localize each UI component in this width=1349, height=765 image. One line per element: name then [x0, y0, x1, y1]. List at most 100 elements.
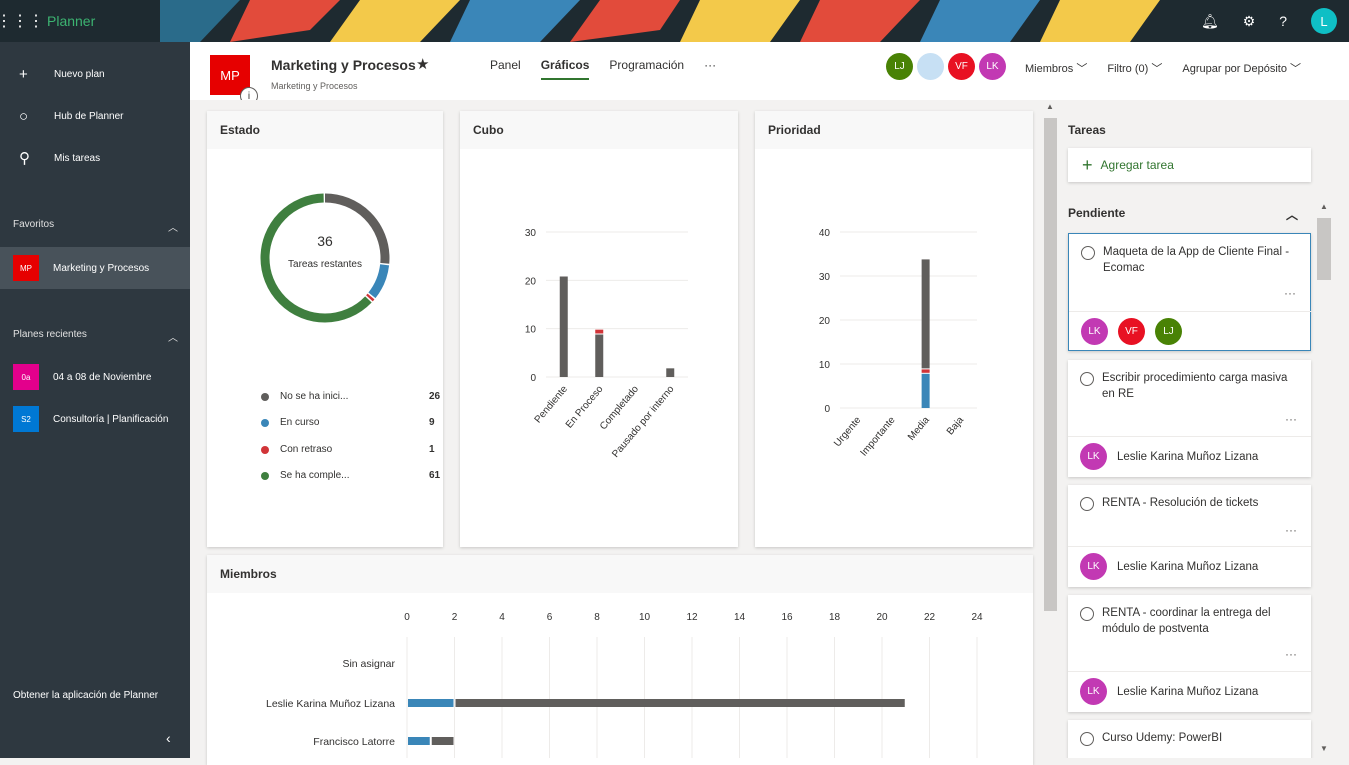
sidebar-plan-favorite[interactable]: MP Marketing y Procesos: [0, 247, 190, 289]
sidebar-plan-recent[interactable]: 0a 04 a 08 de Noviembre: [0, 356, 190, 398]
star-icon[interactable]: ★: [416, 56, 430, 73]
sidebar-item-new-plan[interactable]: + Nuevo plan: [0, 53, 190, 95]
legend-value: 26: [429, 391, 441, 402]
dropdown-label: Miembros: [1025, 63, 1074, 75]
avatar[interactable]: LJ: [1155, 318, 1182, 345]
more-options-icon[interactable]: ···: [1285, 412, 1297, 426]
plan-label: 04 a 08 de Noviembre: [53, 371, 152, 383]
plus-icon: +: [19, 65, 28, 83]
x-tick-label: 4: [499, 612, 505, 623]
pending-header[interactable]: Pendiente ︿: [1068, 206, 1298, 223]
x-tick-label: 16: [781, 612, 793, 623]
user-avatar[interactable]: L: [1310, 8, 1337, 34]
bell-icon[interactable]: 🔔︎: [1200, 12, 1219, 29]
members-dropdown[interactable]: Miembros ﹀: [1025, 60, 1087, 76]
task-footer: LK Leslie Karina Muñoz Lizana: [1068, 671, 1311, 711]
more-options-icon[interactable]: ···: [1285, 523, 1297, 537]
more-options-icon[interactable]: ···: [1284, 286, 1296, 300]
add-task-button[interactable]: + Agregar tarea: [1068, 148, 1311, 182]
complete-checkbox[interactable]: [1080, 732, 1094, 746]
help-icon[interactable]: ?: [1279, 13, 1288, 29]
avatar[interactable]: VF: [948, 53, 975, 80]
task-pane: Tareas + Agregar tarea Pendiente ︿ Maque…: [1058, 100, 1349, 758]
group-by-dropdown[interactable]: Agrupar por Depósito ﹀: [1182, 60, 1301, 76]
favorites-header[interactable]: Favoritos ︿: [13, 219, 178, 234]
x-tick-label: 8: [594, 612, 600, 623]
more-tabs-icon[interactable]: ···: [704, 58, 717, 72]
sidebar-item-hub[interactable]: ○ Hub de Planner: [0, 95, 190, 137]
assignee-name: Leslie Karina Muñoz Lizana: [1117, 560, 1259, 573]
sidebar: + Nuevo plan ○ Hub de Planner ⚲ Mis tare…: [0, 42, 190, 758]
tab-panel[interactable]: Panel: [490, 58, 521, 72]
task-card[interactable]: RENTA - Resolución de tickets ··· LK Les…: [1068, 485, 1311, 587]
legend-dot: [261, 445, 269, 454]
task-pane-scrollbar[interactable]: ▲ ▼: [1316, 200, 1332, 758]
scrollbar-thumb[interactable]: [1044, 118, 1057, 611]
plan-subtitle[interactable]: Marketing y Procesos: [271, 81, 358, 91]
scroll-up-icon[interactable]: ▲: [1320, 202, 1328, 211]
legend-item: No se ha inici... 26: [261, 391, 440, 402]
task-footer: LK Leslie Karina Muñoz Lizana: [1068, 436, 1311, 476]
y-tick-label: Sin asignar: [342, 658, 395, 670]
main-scrollbar[interactable]: ▲: [1043, 100, 1058, 758]
avatar[interactable]: LK: [1080, 678, 1107, 705]
avatar[interactable]: LJ: [886, 53, 913, 80]
complete-checkbox[interactable]: [1080, 372, 1094, 386]
person-icon: ⚲: [19, 150, 30, 167]
bar: [408, 699, 454, 707]
app-launcher-icon[interactable]: ⋮⋮⋮: [0, 13, 44, 30]
scroll-up-icon[interactable]: ▲: [1046, 102, 1054, 111]
task-title: Curso Udemy: PowerBI: [1102, 732, 1223, 744]
task-card[interactable]: RENTA - coordinar la entrega del módulo …: [1068, 595, 1311, 712]
bar: [921, 259, 930, 369]
tab-schedule[interactable]: Programación: [609, 58, 685, 72]
x-tick-label: 6: [547, 612, 553, 623]
x-tick-label: 10: [639, 612, 651, 623]
remaining-count: 36: [317, 233, 333, 249]
more-options-icon[interactable]: ···: [1285, 647, 1297, 661]
y-tick-label: 20: [525, 276, 537, 287]
chevron-up-icon[interactable]: ︿: [168, 333, 178, 344]
x-tick-label: 14: [734, 612, 746, 623]
complete-checkbox[interactable]: [1081, 246, 1095, 260]
bar: [408, 737, 430, 745]
x-tick-label: Importante: [859, 415, 898, 459]
sidebar-item-my-tasks[interactable]: ⚲ Mis tareas: [0, 137, 190, 179]
filter-dropdown[interactable]: Filtro (0) ﹀: [1107, 60, 1162, 76]
app-name[interactable]: Planner: [47, 13, 96, 29]
sidebar-plan-recent[interactable]: S2 Consultoría | Planificación: [0, 398, 190, 440]
plan-label: Marketing y Procesos: [53, 262, 150, 274]
recent-header[interactable]: Planes recientes ︿: [13, 329, 178, 344]
task-card[interactable]: Curso Udemy: PowerBI: [1068, 720, 1311, 758]
avatar[interactable]: LK: [1080, 443, 1107, 470]
task-title: Escribir procedimiento carga masiva en R…: [1102, 372, 1288, 400]
scroll-down-icon[interactable]: ▼: [1320, 744, 1328, 753]
task-card[interactable]: Escribir procedimiento carga masiva en R…: [1068, 360, 1311, 477]
avatar[interactable]: LK: [979, 53, 1006, 80]
bar: [595, 334, 604, 377]
avatar[interactable]: LK: [1081, 318, 1108, 345]
tab-charts[interactable]: Gráficos: [540, 58, 590, 80]
x-tick-label: 2: [452, 612, 458, 623]
avatar[interactable]: LK: [1080, 553, 1107, 580]
filter-bar: Miembros ﹀ Filtro (0) ﹀ Agrupar por Depó…: [1025, 60, 1301, 76]
scrollbar-thumb[interactable]: [1317, 218, 1331, 280]
chevron-down-icon: ﹀: [1076, 63, 1088, 75]
task-card[interactable]: Maqueta de la App de Cliente Final - Eco…: [1068, 233, 1312, 351]
gear-icon[interactable]: ⚙: [1242, 12, 1256, 29]
cubo-card: Cubo 0 10 20 30 Pendiente En Proceso Completad…: [460, 111, 738, 547]
legend-label: No se ha inici...: [280, 391, 349, 402]
legend-item: Se ha comple... 61: [261, 470, 440, 481]
chevron-up-icon[interactable]: ︿: [168, 223, 178, 234]
chevron-left-icon[interactable]: ‹: [166, 730, 171, 746]
complete-checkbox[interactable]: [1080, 497, 1094, 511]
legend-label: En curso: [280, 417, 320, 428]
complete-checkbox[interactable]: [1080, 607, 1094, 621]
get-app-link[interactable]: Obtener la aplicación de Planner: [13, 690, 159, 701]
bar: [559, 276, 568, 377]
chevron-up-icon[interactable]: ︿: [1285, 208, 1298, 222]
avatar[interactable]: VF: [1118, 318, 1145, 345]
member-avatars: LJ VF LK: [886, 53, 1006, 80]
plus-icon: +: [1082, 154, 1093, 175]
avatar[interactable]: [917, 53, 944, 80]
